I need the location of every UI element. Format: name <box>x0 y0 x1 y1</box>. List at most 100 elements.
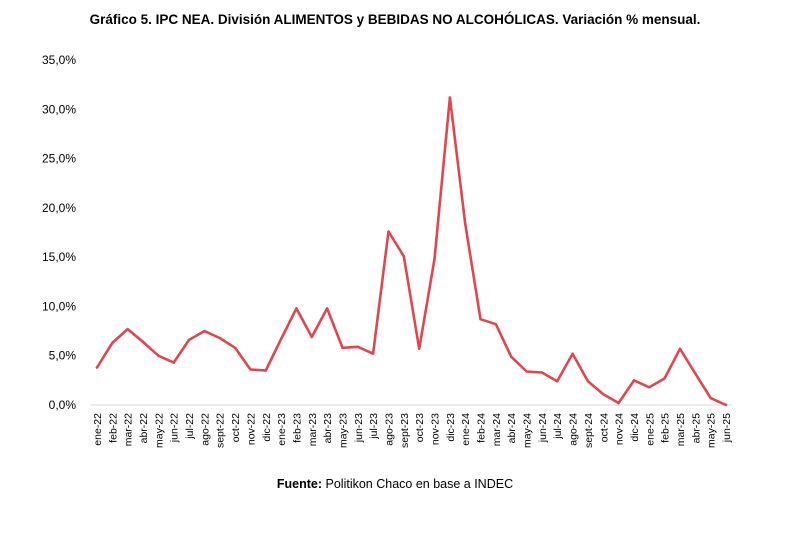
x-tick-label: ago-22 <box>199 413 211 446</box>
data-point <box>325 307 329 310</box>
data-point <box>141 340 145 344</box>
data-point <box>602 392 605 396</box>
x-tick-label: feb-22 <box>107 413 119 443</box>
x-tick-label: may-25 <box>706 413 718 448</box>
x-tick-label: mar-25 <box>675 413 687 446</box>
data-point <box>279 337 283 341</box>
data-point <box>111 341 114 345</box>
x-tick-label: may-23 <box>337 413 349 448</box>
data-point <box>218 336 221 340</box>
data-point <box>341 346 344 350</box>
x-tick-label: mar-23 <box>307 413 319 446</box>
data-point <box>709 396 712 400</box>
x-tick-label: jun-23 <box>353 413 365 443</box>
x-tick-label: nov-23 <box>430 413 442 445</box>
x-tick-label: jun-25 <box>721 413 733 443</box>
y-tick-label: 25,0% <box>42 152 76 166</box>
data-point <box>356 345 360 349</box>
data-point <box>463 222 467 225</box>
x-tick-label: abr-22 <box>138 413 150 444</box>
data-point <box>157 354 160 357</box>
data-point <box>448 96 452 99</box>
x-tick-label: oct-24 <box>598 413 610 442</box>
data-point <box>525 370 528 373</box>
x-tick-label: ene-24 <box>460 413 472 446</box>
x-tick-label: ene-23 <box>276 413 288 446</box>
x-tick-label: jul-23 <box>368 413 380 440</box>
data-point <box>724 403 728 407</box>
data-point <box>694 372 697 375</box>
data-point <box>126 327 129 331</box>
y-tick-label: 30,0% <box>42 102 76 116</box>
x-tick-label: ago-24 <box>568 413 580 446</box>
data-point <box>310 335 313 339</box>
data-point <box>586 380 590 383</box>
x-tick-label: feb-23 <box>291 413 303 443</box>
data-point <box>203 329 206 333</box>
x-tick-label: may-22 <box>153 413 165 448</box>
x-tick-label: oct-23 <box>414 413 426 442</box>
x-tick-label: feb-24 <box>476 413 488 443</box>
chart-title: Gráfico 5. IPC NEA. División ALIMENTOS y… <box>89 12 701 27</box>
data-point <box>249 368 252 371</box>
data-point <box>387 230 390 233</box>
x-tick-label: jul-22 <box>184 413 196 440</box>
data-point <box>479 318 482 321</box>
data-point <box>494 322 498 326</box>
x-tick-label: nov-24 <box>614 413 626 445</box>
y-tick-label: 20,0% <box>42 201 76 215</box>
x-tick-label: dic-22 <box>261 413 273 442</box>
x-tick-label: sept-23 <box>399 413 411 448</box>
data-point <box>295 307 298 310</box>
x-tick-label: ene-22 <box>92 413 104 446</box>
series-layer <box>95 96 728 407</box>
x-tick-label: nov-22 <box>245 413 257 445</box>
x-tick-label: abr-23 <box>322 413 334 444</box>
data-point <box>617 401 620 405</box>
y-tick-label: 10,0% <box>42 299 76 313</box>
x-tick-label: jul-24 <box>552 413 564 440</box>
data-point <box>678 347 682 351</box>
data-point <box>510 355 513 358</box>
data-point <box>663 377 666 380</box>
x-tick-label: abr-24 <box>506 413 518 444</box>
data-point <box>402 254 406 258</box>
data-point <box>648 386 651 389</box>
data-point <box>233 346 237 350</box>
source-text: Politikon Chaco en base a INDEC <box>322 477 514 491</box>
x-tick-label: oct-22 <box>230 413 242 442</box>
data-point <box>187 338 191 342</box>
chart-source: Fuente: Politikon Chaco en base a INDEC <box>0 477 790 491</box>
source-label: Fuente: <box>276 477 323 491</box>
data-point <box>556 380 559 383</box>
data-point <box>264 369 267 372</box>
data-point <box>632 379 636 382</box>
data-point <box>417 347 421 351</box>
line-chart: 0,0% 5,0% 10,0% 15,0% 20,0% 25,0% 30,0% 35,0% e… <box>42 53 733 448</box>
y-axis: 0,0% 5,0% 10,0% 15,0% 20,0% 25,0% 30,0% 35,0% <box>42 53 76 412</box>
y-tick-label: 35,0% <box>42 53 76 67</box>
x-tick-label: abr-25 <box>690 413 702 444</box>
x-tick-label: may-24 <box>522 413 534 448</box>
x-tick-label: dic-24 <box>629 413 641 442</box>
y-tick-label: 0,0% <box>49 398 77 412</box>
x-tick-label: ene-25 <box>644 413 656 446</box>
x-tick-label: sept-22 <box>215 413 227 448</box>
x-tick-label: ago-23 <box>383 413 395 446</box>
data-point <box>95 366 99 369</box>
y-tick-label: 15,0% <box>42 250 76 264</box>
data-point <box>371 352 375 355</box>
x-tick-label: mar-22 <box>123 413 135 446</box>
x-tick-label: sept-24 <box>583 413 595 448</box>
x-tick-label: mar-24 <box>491 413 503 446</box>
series-line <box>95 96 728 407</box>
x-axis: ene-22 feb-22 mar-22 abr-22 may-22 jun-22 jul-… <box>91 404 733 448</box>
data-point <box>540 371 544 374</box>
x-tick-label: feb-25 <box>660 413 672 443</box>
x-tick-label: jun-22 <box>169 413 181 443</box>
data-point <box>433 257 436 261</box>
y-tick-label: 5,0% <box>49 349 77 363</box>
x-tick-label: dic-23 <box>445 413 457 442</box>
data-point <box>571 352 574 355</box>
x-tick-label: jun-24 <box>537 413 549 443</box>
